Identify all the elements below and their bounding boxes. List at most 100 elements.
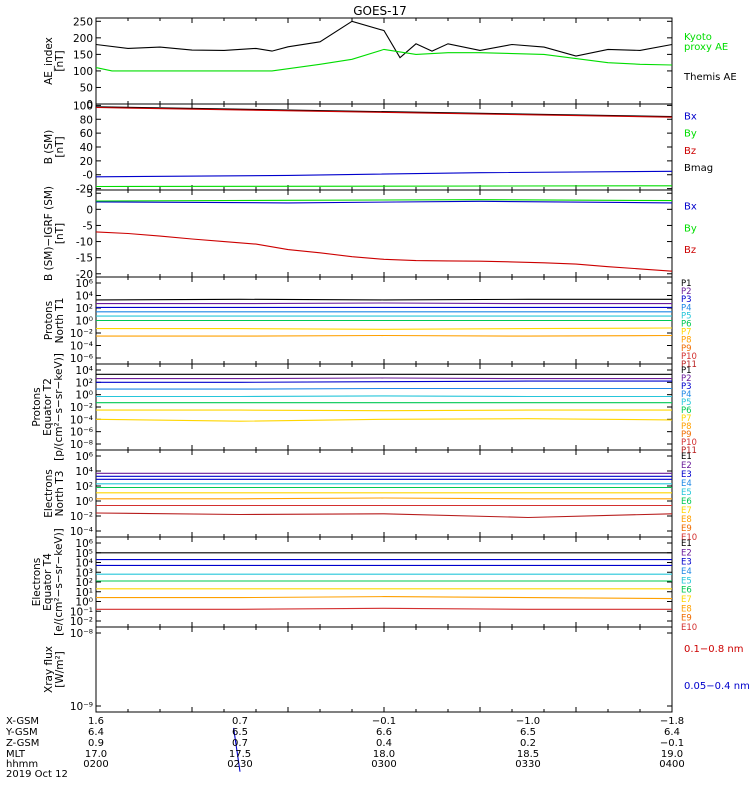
ytick-label: 10⁻² xyxy=(70,402,93,414)
ylabel: [e/(cm²−s−sr−keV)] xyxy=(53,528,65,636)
ephem-value: 0.2 xyxy=(520,738,536,749)
legend-entry: 0.05−0.4 nm xyxy=(684,681,750,692)
ytick-label: 10⁻⁴ xyxy=(70,414,93,426)
panel-frame xyxy=(95,363,673,451)
legend-entry: P5 xyxy=(681,311,692,321)
ephem-value: 0.4 xyxy=(376,738,392,749)
series-line-bz xyxy=(95,231,673,272)
ephem-value: 6.5 xyxy=(232,727,248,738)
ytick-label: 0 xyxy=(86,204,93,216)
panel-frame xyxy=(95,189,673,278)
series-line-p7 xyxy=(96,327,673,330)
ytick-label: 10⁻⁸ xyxy=(70,439,93,451)
legend-entry: Themis AE xyxy=(683,72,737,83)
date-label: 2019 Oct 12 xyxy=(6,769,68,780)
legend-entry: P3 xyxy=(681,295,692,305)
panel-frame xyxy=(95,449,673,538)
series-line-p8 xyxy=(96,334,673,337)
legend-entry: P11 xyxy=(681,360,697,370)
legend-entry: P9 xyxy=(681,430,692,440)
legend-entry: P9 xyxy=(681,344,692,354)
ytick-label: 100 xyxy=(73,66,93,78)
ephem-value: −1.0 xyxy=(516,716,540,727)
ephem-value: 17.0 xyxy=(85,749,107,760)
legend-entry: P4 xyxy=(681,390,692,400)
ephem-row-label: hhmm xyxy=(6,759,38,770)
ephem-value: 6.4 xyxy=(88,727,104,738)
ytick-label: 100 xyxy=(73,100,93,112)
legend-entry: E10 xyxy=(681,533,697,543)
ytick-label: 10⁻⁸ xyxy=(70,628,93,640)
ephem-value: 0.7 xyxy=(232,716,248,727)
legend-entry: Kyoto xyxy=(684,32,712,43)
legend-entry: P2 xyxy=(681,374,692,384)
ytick-label: 10⁻⁶ xyxy=(70,427,93,439)
ylabel: Electrons xyxy=(43,469,55,518)
legend-entry: E8 xyxy=(681,604,692,614)
panel-3: -20 -15 -10 -5 0 5 B (SM)−IGRF (SM) [nT] Bx By Bz xyxy=(43,186,697,281)
series-line-e8 xyxy=(96,607,672,610)
ytick-label: 150 xyxy=(73,49,93,61)
ephem-value: 1.6 xyxy=(88,716,104,727)
ephem-row-label: MLT xyxy=(6,749,26,760)
legend-entry: E3 xyxy=(681,470,692,480)
series-line-p2 xyxy=(96,302,672,305)
ephem-value: 0400 xyxy=(659,759,684,770)
legend-entry: E4 xyxy=(681,479,692,489)
legend-entry: E7 xyxy=(681,595,692,605)
ytick-label: 5 xyxy=(86,188,93,200)
ylabel: B (SM) xyxy=(43,130,55,164)
series-line-p3 xyxy=(96,380,672,383)
ytick-label: 10⁻² xyxy=(70,616,93,628)
legend-entry: E6 xyxy=(681,586,692,596)
ylabel: Equator T4 xyxy=(42,553,54,611)
ytick-label: 10⁰ xyxy=(75,390,93,402)
ytick-label: -15 xyxy=(76,253,93,265)
ytick-label: 20 xyxy=(80,156,93,168)
panel-2: -20 -0 20 40 60 80 100 B (SM) [nT] Bx By Bz Bmag xyxy=(43,100,713,195)
ylabel: [nT] xyxy=(54,136,66,157)
ytick-label: 40 xyxy=(80,142,93,154)
ephem-value: 0230 xyxy=(227,759,252,770)
legend-entry: E4 xyxy=(681,567,692,577)
legend-entry: P10 xyxy=(681,352,697,362)
series-line-p8 xyxy=(95,418,673,422)
ylabel: Protons xyxy=(43,301,55,340)
ylabel: Equator T2 xyxy=(42,378,54,436)
ephem-value: 0.7 xyxy=(232,738,248,749)
legend-entry: P3 xyxy=(681,382,692,392)
panel-frame xyxy=(95,626,673,713)
legend-entry: E9 xyxy=(681,614,692,624)
panel-frame xyxy=(95,103,673,191)
ephem-value: 18.5 xyxy=(517,749,539,760)
ytick-label: 10⁻⁴ xyxy=(70,341,93,353)
series-line-themis-ae xyxy=(95,20,673,59)
legend-entry: P1 xyxy=(681,366,692,376)
ytick-label: 10² xyxy=(75,303,93,315)
series-line-p4 xyxy=(96,387,672,390)
ephem-value: 0330 xyxy=(515,759,540,770)
series-line-bmag xyxy=(95,106,673,118)
ephem-value: 19.0 xyxy=(661,749,683,760)
legend-entry: Bx xyxy=(684,202,697,213)
ytick-label: 10² xyxy=(75,481,93,493)
ylabel: Electrons xyxy=(31,558,43,607)
ytick-label: 250 xyxy=(73,16,93,28)
ytick-label: 10² xyxy=(75,377,93,389)
legend-entry: E2 xyxy=(681,548,692,558)
ylabel: [p/(cm²−s−sr−keV)] xyxy=(53,353,65,461)
ylabel: B (SM)−IGRF (SM) xyxy=(43,186,55,281)
ytick-label: 10⁰ xyxy=(75,316,93,328)
ylabel: AE_index xyxy=(43,37,55,85)
ephem-value: −1.8 xyxy=(660,716,684,727)
legend-entry: E8 xyxy=(681,515,692,525)
ylabel: [nT] xyxy=(54,223,66,244)
ylabel: [W/m²] xyxy=(54,651,66,688)
series-line-0-05-0-4-nm xyxy=(233,727,241,772)
ytick-label: 10⁻⁶ xyxy=(70,353,93,365)
ytick-label: -5 xyxy=(83,220,93,232)
series-line-by xyxy=(95,199,673,202)
ephem-row-label: Z-GSM xyxy=(6,738,39,749)
